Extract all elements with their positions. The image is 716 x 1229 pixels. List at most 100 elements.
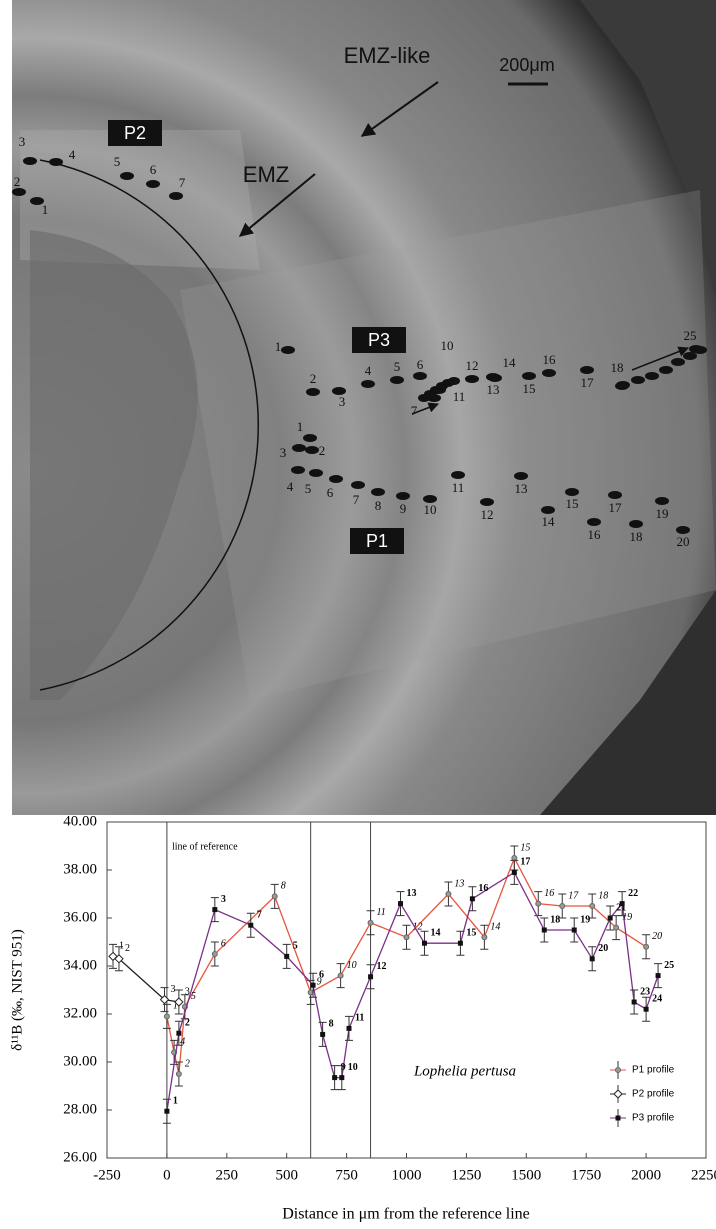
ablation-spot <box>631 376 645 384</box>
spot-number: 18 <box>630 529 643 544</box>
spot-number: 16 <box>543 352 557 367</box>
spot-number: 12 <box>481 507 494 522</box>
point-label: 12 <box>377 961 387 972</box>
spot-number: 25 <box>684 328 697 343</box>
point <box>643 943 650 950</box>
ablation-spot <box>49 158 63 166</box>
point <box>511 855 518 861</box>
point <box>457 940 463 946</box>
ablation-spot <box>281 346 295 354</box>
point-label: 9 <box>341 1062 346 1073</box>
spot-number: 1 <box>42 202 49 217</box>
spot-number: 5 <box>394 359 401 374</box>
point <box>114 954 124 964</box>
x-tick-label: 1000 <box>392 1167 422 1183</box>
point <box>481 934 488 941</box>
ablation-spot <box>305 446 319 454</box>
point <box>337 972 344 979</box>
spot-number: 20 <box>677 534 690 549</box>
legend-label: P1 profile <box>632 1065 675 1076</box>
point-label: 20 <box>652 931 662 942</box>
point-label: 20 <box>598 943 608 954</box>
ablation-spot <box>480 498 494 506</box>
dark-corner <box>540 590 716 815</box>
point <box>607 915 613 921</box>
point <box>164 1108 170 1114</box>
ablation-spot <box>451 471 465 479</box>
spot-number: 14 <box>503 355 517 370</box>
ablation-spot <box>351 481 365 489</box>
point-label: 8 <box>329 1019 334 1030</box>
point <box>174 997 184 1007</box>
ablation-spot <box>306 388 320 396</box>
point <box>175 1071 182 1077</box>
point-label: 22 <box>628 888 638 899</box>
ablation-spot <box>413 372 427 380</box>
point <box>403 934 410 941</box>
label-box <box>108 120 162 146</box>
y-tick-label: 40.00 <box>63 813 97 829</box>
ablation-spot <box>371 488 385 496</box>
point <box>631 999 637 1005</box>
point-label: 8 <box>281 881 286 892</box>
y-tick-label: 38.00 <box>63 861 97 877</box>
point <box>339 1075 345 1081</box>
point <box>284 953 290 959</box>
x-tick-label: 2000 <box>631 1167 661 1183</box>
point <box>212 907 218 913</box>
point-label: 25 <box>664 960 674 971</box>
ablation-spot <box>292 444 306 452</box>
ablation-spot <box>608 491 622 499</box>
point-label: 18 <box>598 890 608 901</box>
spot-number: 7 <box>353 492 360 507</box>
x-tick-label: -250 <box>93 1167 121 1183</box>
spot-number: 2 <box>310 371 317 386</box>
point <box>613 924 620 931</box>
point-label: 23 <box>640 986 650 997</box>
spot-number: 17 <box>581 375 595 390</box>
spot-number: 15 <box>566 496 579 511</box>
spot-number: 13 <box>515 481 528 496</box>
y-tick-label: 36.00 <box>63 909 97 925</box>
ablation-spot <box>580 366 594 374</box>
point-label: 14 <box>490 921 500 932</box>
y-tick-label: 32.00 <box>63 1005 97 1021</box>
spot-number: 10 <box>424 502 437 517</box>
point <box>619 901 625 907</box>
point <box>368 974 374 980</box>
spot-number: 5 <box>305 481 312 496</box>
point-label: 11 <box>355 1013 364 1024</box>
point <box>589 903 596 909</box>
ablation-spot <box>309 469 323 477</box>
label-box <box>352 327 406 353</box>
ablation-spot <box>565 488 579 496</box>
point-label: 5 <box>293 941 298 952</box>
legend-marker <box>615 1115 621 1121</box>
plot-frame <box>106 821 707 1159</box>
ablation-spot <box>169 192 183 200</box>
x-tick-label: 750 <box>335 1167 358 1183</box>
point-label: 19 <box>580 914 590 925</box>
y-tick-label: 28.00 <box>63 1101 97 1117</box>
mosaic-tile <box>20 130 260 270</box>
point-label: 1 <box>173 1095 178 1106</box>
point-label: 17 <box>520 857 530 868</box>
ablation-spot <box>655 497 669 505</box>
ablation-spot <box>542 369 556 377</box>
scale-label: 200μm <box>499 55 554 75</box>
spot-number: 17 <box>609 500 623 515</box>
spot-number: 7 <box>411 403 418 418</box>
ablation-spot <box>645 372 659 380</box>
point-label: 18 <box>550 914 560 925</box>
point-label: 5 <box>191 991 196 1002</box>
point <box>307 989 314 996</box>
point <box>445 891 452 897</box>
spot-number: 10 <box>441 338 454 353</box>
spot-number: 11 <box>452 480 465 495</box>
ablation-spot <box>514 472 528 480</box>
ablation-spot <box>676 526 690 534</box>
x-tick-label: 0 <box>163 1167 171 1183</box>
point-label: 3 <box>221 894 226 905</box>
point-label: 13 <box>454 878 464 889</box>
